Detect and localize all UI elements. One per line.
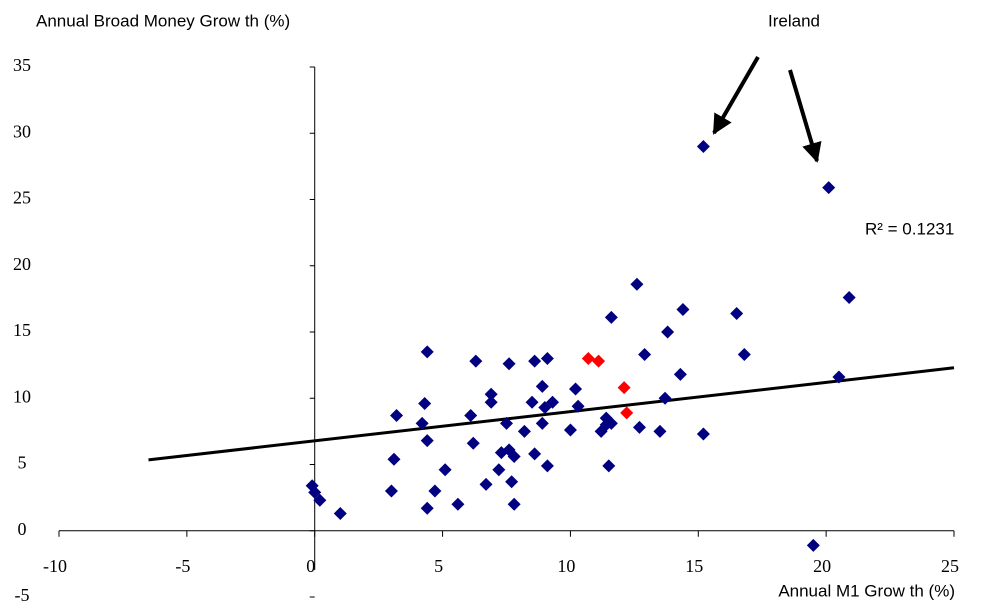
point xyxy=(661,325,675,339)
point xyxy=(390,408,404,422)
point xyxy=(420,345,434,359)
arrow xyxy=(788,69,822,163)
point xyxy=(540,352,554,365)
y-tick-label: 0 xyxy=(18,519,27,539)
point xyxy=(469,354,483,368)
point xyxy=(806,538,820,552)
point xyxy=(333,507,347,521)
point xyxy=(696,427,710,441)
trendline xyxy=(148,366,955,462)
point xyxy=(384,484,398,498)
y-tick-label: 35 xyxy=(13,55,31,75)
point xyxy=(730,306,744,320)
x-tick-label: -10 xyxy=(43,556,67,576)
point xyxy=(507,450,521,464)
y-tick-label: 5 xyxy=(18,453,27,473)
annotation: Ireland xyxy=(768,11,820,30)
point xyxy=(696,140,710,153)
point xyxy=(507,497,521,511)
point xyxy=(540,459,554,473)
y-tick-label: 15 xyxy=(13,320,31,340)
annotation: R² = 0.1231 xyxy=(865,219,954,238)
point xyxy=(415,416,429,430)
point xyxy=(563,423,577,437)
point xyxy=(438,463,452,477)
x-axis-title: Annual M1 Grow th (%) xyxy=(778,581,955,600)
point xyxy=(313,493,327,507)
point xyxy=(638,348,652,362)
point xyxy=(308,485,322,499)
point xyxy=(676,302,690,316)
point xyxy=(604,416,618,430)
point xyxy=(535,416,549,430)
y-tick-label: 20 xyxy=(13,254,31,274)
point xyxy=(505,475,519,489)
point xyxy=(653,424,667,438)
point xyxy=(484,395,498,409)
x-tick-label: 0 xyxy=(306,556,315,576)
point xyxy=(479,477,493,491)
x-tick-label: 25 xyxy=(941,556,959,576)
point xyxy=(581,352,595,365)
point xyxy=(428,484,442,498)
point xyxy=(525,395,539,409)
y-tick-label: -5 xyxy=(15,585,30,605)
point xyxy=(484,387,498,401)
point xyxy=(737,348,751,362)
point xyxy=(502,357,516,371)
point xyxy=(535,379,549,393)
point xyxy=(673,367,687,381)
y-tick-label: 30 xyxy=(13,121,31,141)
point xyxy=(602,459,616,473)
y-tick-label: 25 xyxy=(13,188,31,208)
point xyxy=(420,434,434,448)
point xyxy=(617,381,631,395)
point xyxy=(604,310,618,324)
point xyxy=(492,463,506,477)
point xyxy=(451,497,465,511)
point xyxy=(592,354,606,368)
point xyxy=(517,424,531,438)
point xyxy=(630,277,644,291)
point xyxy=(387,452,401,466)
x-tick-label: 5 xyxy=(434,556,443,576)
point xyxy=(569,382,583,396)
x-tick-label: -5 xyxy=(175,556,190,576)
point xyxy=(528,354,542,368)
y-axis-title: Annual Broad Money Grow th (%) xyxy=(36,11,290,30)
point xyxy=(528,447,542,461)
point xyxy=(658,391,672,405)
x-tick-label: 20 xyxy=(813,556,831,576)
point xyxy=(418,397,432,411)
point xyxy=(464,408,478,422)
point xyxy=(571,399,585,413)
point xyxy=(420,501,434,515)
point xyxy=(500,416,513,430)
point xyxy=(546,395,560,409)
point xyxy=(620,406,634,420)
y-tick-label: 10 xyxy=(13,386,31,406)
x-tick-label: 10 xyxy=(557,556,575,576)
point xyxy=(832,370,846,384)
point xyxy=(822,181,836,195)
point xyxy=(842,291,856,305)
point xyxy=(632,420,646,434)
point xyxy=(466,436,480,450)
x-tick-label: 15 xyxy=(685,556,703,576)
arrow xyxy=(712,55,760,135)
